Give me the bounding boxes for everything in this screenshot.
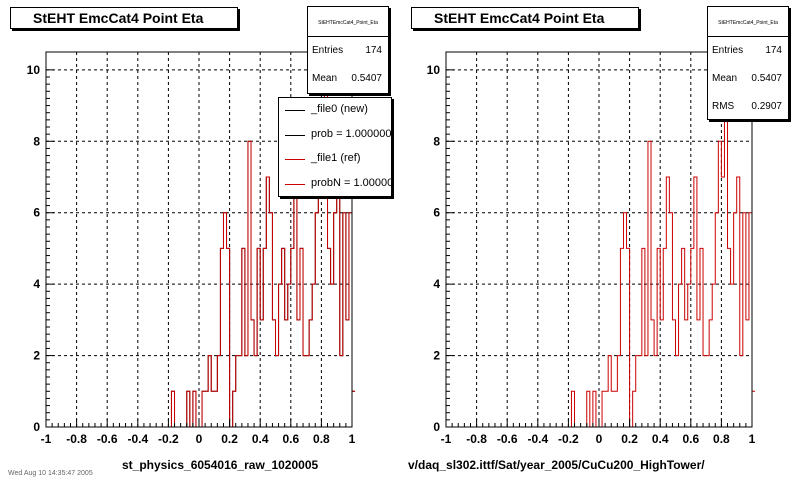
legend-line-new [285, 110, 305, 111]
right-plot-title: StEHT EmcCat4 Point Eta [434, 10, 605, 26]
left-x-tick-label: 0.4 [252, 432, 269, 446]
left-x-tick-label: -0.8 [66, 432, 87, 446]
right-x-tick-label: -1 [441, 432, 452, 446]
right-x-tick-label: 0.6 [682, 432, 699, 446]
legend-line-ref [285, 159, 305, 160]
legend-item: prob = 1.000000 [279, 123, 391, 148]
legend-box: _file0 (new) prob = 1.000000 _file1 (ref… [278, 97, 392, 197]
left-stats-header: StEHTEmcCat4_Point_Eta [308, 7, 388, 37]
right-x-axis-title: v/daq_sl302.ittf/Sat/year_2005/CuCu200_H… [408, 458, 705, 472]
left-mean-value: 0.5407 [351, 73, 382, 84]
left-entries-value: 174 [365, 45, 382, 56]
right-entries-label: Entries [712, 45, 744, 56]
legend-item: probN = 1.000000 [279, 172, 391, 197]
left-mean-label: Mean [312, 73, 338, 84]
right-x-tick-label: -0.2 [558, 432, 579, 446]
right-x-tick-label: -0.6 [497, 432, 518, 446]
left-x-axis-title: st_physics_6054016_raw_1020005 [122, 458, 319, 472]
left-y-tick-label: 2 [33, 349, 40, 363]
legend-line-prob [285, 134, 305, 136]
left-y-tick-label: 4 [33, 277, 40, 291]
right-y-tick-label: 10 [427, 63, 441, 77]
left-x-tick-label: 0.8 [313, 432, 330, 446]
right-y-tick-label: 6 [433, 206, 440, 220]
right-x-tick-label: 0.8 [713, 432, 730, 446]
left-y-tick-label: 10 [27, 63, 41, 77]
left-x-tick-label: -0.6 [97, 432, 118, 446]
right-y-tick-label: 4 [433, 277, 440, 291]
right-x-tick-label: 1 [749, 432, 756, 446]
left-entries-label: Entries [312, 45, 344, 56]
left-x-tick-label: -0.2 [158, 432, 179, 446]
legend-item: _file0 (new) [279, 98, 391, 123]
right-series-file1ref [446, 69, 756, 428]
left-stats-box: StEHTEmcCat4_Point_Eta Entries 174 Mean 0.… [307, 6, 389, 94]
right-entries-value: 174 [765, 45, 782, 56]
right-stats-header: StEHTEmcCat4_Point_Eta [708, 7, 788, 37]
right-y-tick-label: 2 [433, 349, 440, 363]
left-plot-title: StEHT EmcCat4 Point Eta [33, 10, 204, 26]
right-x-tick-label: 0.4 [652, 432, 669, 446]
right-rms-label: RMS [712, 101, 735, 112]
right-x-tick-label: 0.2 [621, 432, 638, 446]
legend-label-probn: probN = 1.000000 [311, 176, 392, 189]
right-x-tick-label: -0.8 [466, 432, 487, 446]
right-mean-label: Mean [712, 73, 738, 84]
legend-label-ref: _file1 (ref) [311, 152, 361, 164]
right-y-tick-label: 8 [433, 134, 440, 148]
left-x-tick-label: 0.6 [282, 432, 299, 446]
left-y-tick-label: 8 [33, 134, 40, 148]
right-mean-value: 0.5407 [751, 73, 782, 84]
left-y-tick-label: 6 [33, 206, 40, 220]
left-x-tick-label: 0 [196, 432, 203, 446]
right-y-tick-label: 0 [433, 420, 440, 434]
right-x-tick-label: -0.4 [527, 432, 548, 446]
legend-line-probn [285, 183, 305, 185]
right-x-tick-label: 0 [596, 432, 603, 446]
left-x-tick-label: 1 [349, 432, 356, 446]
left-y-tick-label: 0 [33, 420, 40, 434]
left-x-tick-label: 0.2 [221, 432, 238, 446]
left-x-tick-label: -0.4 [127, 432, 148, 446]
right-rms-value: 0.2907 [751, 101, 782, 112]
right-stats-box: StEHTEmcCat4_Point_Eta Entries 174 Mean 0.… [707, 6, 789, 120]
legend-label-prob: prob = 1.000000 [311, 127, 392, 140]
left-title-box: StEHT EmcCat4 Point Eta [10, 7, 238, 29]
right-title-box: StEHT EmcCat4 Point Eta [411, 7, 639, 29]
legend-item: _file1 (ref) [279, 147, 391, 172]
left-x-tick-label: -1 [41, 432, 52, 446]
legend-label-new: _file0 (new) [311, 103, 368, 115]
timestamp-footer: Wed Aug 10 14:35:47 2005 [8, 470, 93, 477]
